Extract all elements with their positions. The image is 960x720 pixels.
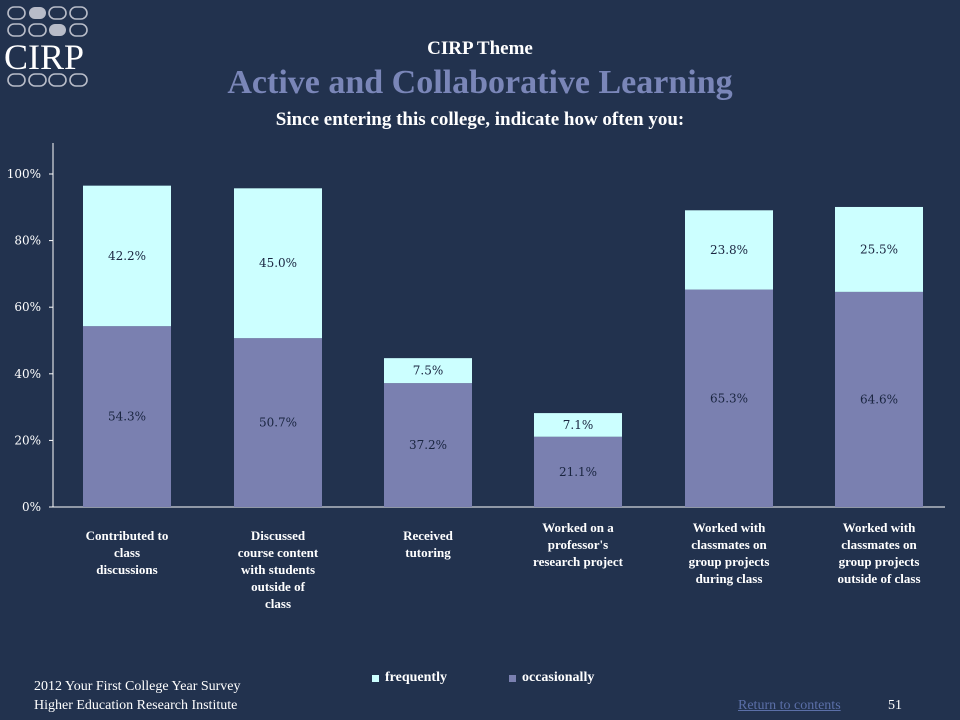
bar-frequently	[835, 206, 923, 292]
bar-occasionally	[384, 383, 472, 507]
bar-frequently	[534, 413, 622, 437]
category-label: Contributed to class discussions	[67, 527, 187, 578]
data-label-frequently: 45.0%	[259, 256, 297, 270]
category-label-line: tutoring	[405, 545, 451, 560]
category-label-line: classmates on	[691, 537, 767, 552]
category-label: Worked on a professor's research project	[518, 519, 638, 570]
y-tick-label: 60%	[14, 300, 41, 314]
chart-subtitle: Since entering this college, indicate ho…	[275, 109, 685, 130]
logo-text: CIRP	[4, 37, 84, 77]
y-tick-label: 40%	[14, 367, 41, 381]
category-label-line: class	[265, 596, 291, 611]
category-label-line: group projects	[838, 554, 920, 569]
data-label-occasionally: 21.1%	[559, 465, 597, 479]
category-label-line: with students	[240, 562, 316, 577]
data-label-frequently: 23.8%	[710, 243, 748, 257]
survey-name: 2012 Your First College Year Survey	[34, 679, 241, 694]
category-label-line: Received	[403, 528, 453, 543]
data-label-frequently: 7.1%	[563, 418, 594, 432]
category-label-line: during class	[695, 571, 763, 586]
y-tick-label: 0%	[22, 500, 41, 514]
data-label-occasionally: 65.3%	[710, 391, 748, 405]
institute-name: Higher Education Research Institute	[34, 698, 238, 713]
legend-item-frequently: frequently	[372, 670, 447, 686]
data-label-occasionally: 54.3%	[108, 410, 146, 424]
bar-occasionally	[835, 291, 923, 507]
legend-swatch-frequently	[372, 674, 379, 682]
category-label-line: Discussed	[250, 528, 306, 543]
category-label-line: Worked with	[692, 520, 766, 535]
theme-label: CIRP Theme	[427, 38, 533, 59]
category-label: Discussed course content with students outs…	[218, 527, 338, 612]
category-label: Worked with classmates on group projects du…	[669, 519, 789, 587]
bar-frequently	[83, 185, 171, 327]
y-tick-label: 80%	[14, 234, 41, 248]
data-label-occasionally: 37.2%	[409, 438, 447, 452]
category-label-line: discussions	[96, 562, 158, 577]
category-label-line: outside of class	[837, 571, 921, 586]
legend-swatch-occasionally	[509, 674, 516, 682]
category-label-line: class	[114, 545, 140, 560]
data-label-occasionally: 64.6%	[860, 392, 898, 406]
category-label: Received tutoring	[368, 527, 488, 561]
category-label-line: group projects	[688, 554, 770, 569]
y-tick-label: 100%	[7, 167, 41, 181]
page-title: Active and Collaborative Learning	[227, 64, 733, 101]
category-label: Worked with classmates on group projects ou…	[819, 519, 939, 587]
data-label-frequently: 25.5%	[860, 242, 898, 256]
legend-item-occasionally: occasionally	[509, 670, 594, 686]
bar-frequently	[234, 188, 322, 339]
bar-occasionally	[234, 338, 322, 507]
bar-frequently	[685, 210, 773, 290]
stacked-bar-chart: 0% 20% 40% 60% 80% 100% 54.3% 42.2% 50.7% 45.0% 37…	[7, 143, 945, 514]
category-label-line: classmates on	[841, 537, 917, 552]
bar-frequently	[384, 358, 472, 384]
category-label-line: Contributed to	[85, 528, 169, 543]
data-label-occasionally: 50.7%	[259, 416, 297, 430]
bar-occasionally	[83, 326, 171, 507]
data-label-frequently: 42.2%	[108, 249, 146, 263]
data-label-frequently: 7.5%	[413, 364, 444, 378]
legend-label-frequently: frequently	[385, 670, 447, 685]
category-label-line: Worked with	[842, 520, 916, 535]
bar-occasionally	[534, 436, 622, 507]
return-to-contents-link[interactable]: Return to contents	[738, 698, 841, 713]
category-label-line: course content	[237, 545, 319, 560]
category-label-line: outside of	[251, 579, 305, 594]
category-label-line: Worked on a	[542, 520, 614, 535]
page-number: 51	[888, 698, 902, 713]
category-label-line: research project	[533, 554, 623, 569]
legend-label-occasionally: occasionally	[522, 670, 595, 685]
cirp-logo: CIRP	[4, 6, 88, 87]
y-tick-label: 20%	[14, 433, 41, 447]
bar-occasionally	[685, 289, 773, 507]
category-label-line: professor's	[547, 537, 609, 552]
